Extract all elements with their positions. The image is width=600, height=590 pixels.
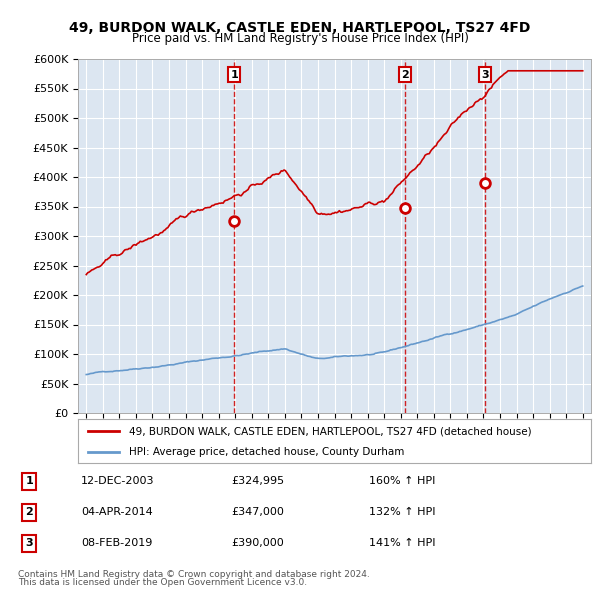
Text: 2: 2 — [401, 70, 409, 80]
Text: 1: 1 — [230, 70, 238, 80]
Text: 3: 3 — [25, 539, 33, 548]
Text: £347,000: £347,000 — [231, 507, 284, 517]
Text: 1: 1 — [25, 477, 33, 486]
Text: 49, BURDON WALK, CASTLE EDEN, HARTLEPOOL, TS27 4FD (detached house): 49, BURDON WALK, CASTLE EDEN, HARTLEPOOL… — [130, 427, 532, 436]
Text: £324,995: £324,995 — [231, 477, 284, 486]
Text: £390,000: £390,000 — [231, 539, 284, 548]
Text: 49, BURDON WALK, CASTLE EDEN, HARTLEPOOL, TS27 4FD: 49, BURDON WALK, CASTLE EDEN, HARTLEPOOL… — [70, 21, 530, 35]
Text: 160% ↑ HPI: 160% ↑ HPI — [369, 477, 436, 486]
Text: Price paid vs. HM Land Registry's House Price Index (HPI): Price paid vs. HM Land Registry's House … — [131, 32, 469, 45]
Text: This data is licensed under the Open Government Licence v3.0.: This data is licensed under the Open Gov… — [18, 578, 307, 587]
Text: 08-FEB-2019: 08-FEB-2019 — [81, 539, 152, 548]
Text: 2: 2 — [25, 507, 33, 517]
Text: HPI: Average price, detached house, County Durham: HPI: Average price, detached house, Coun… — [130, 447, 404, 457]
Text: Contains HM Land Registry data © Crown copyright and database right 2024.: Contains HM Land Registry data © Crown c… — [18, 571, 370, 579]
Text: 3: 3 — [481, 70, 489, 80]
Text: 12-DEC-2003: 12-DEC-2003 — [81, 477, 155, 486]
Text: 04-APR-2014: 04-APR-2014 — [81, 507, 153, 517]
Text: 132% ↑ HPI: 132% ↑ HPI — [369, 507, 436, 517]
Text: 141% ↑ HPI: 141% ↑ HPI — [369, 539, 436, 548]
